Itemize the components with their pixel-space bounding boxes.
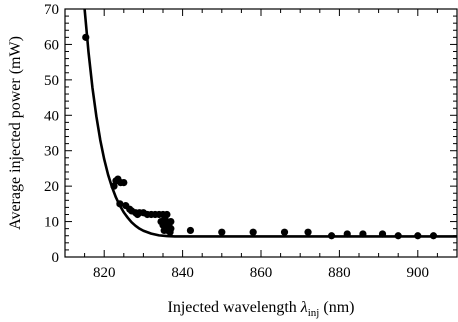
x-tick-label: 860 — [250, 265, 273, 281]
x-axis-title-symbol: λ — [300, 299, 308, 316]
x-axis-title: Injected wavelength λinj (nm) — [168, 299, 355, 319]
y-tick-label: 40 — [44, 108, 59, 124]
data-point — [120, 179, 128, 187]
x-axis-title-main: Injected wavelength — [168, 299, 301, 316]
data-point — [414, 232, 422, 240]
data-point — [167, 217, 175, 226]
tick-labels: 820 840 860 880 900 0 10 20 30 40 50 60 70 — [44, 2, 429, 281]
y-tick-label: 70 — [44, 2, 59, 18]
y-tick-label: 10 — [44, 215, 59, 231]
data-point — [186, 226, 195, 235]
fit-curve-layer — [83, 8, 457, 238]
y-tick-label: 30 — [44, 144, 59, 160]
data-point — [359, 230, 367, 238]
plot-frame — [64, 8, 458, 258]
y-tick-label: 50 — [44, 73, 59, 89]
data-point — [327, 232, 336, 240]
data-point — [163, 210, 171, 219]
data-point — [280, 228, 289, 236]
y-axis-title: Average injected power (mW) — [7, 36, 24, 230]
fit-curve — [83, 8, 457, 238]
x-tick-label: 900 — [407, 265, 430, 281]
axis-ticks — [64, 8, 458, 258]
data-point — [394, 232, 402, 240]
data-point — [343, 230, 351, 238]
x-axis-title-subscript: inj — [308, 307, 320, 319]
y-tick-label: 0 — [52, 250, 60, 266]
data-point — [82, 33, 90, 41]
data-point — [378, 230, 387, 238]
data-point — [116, 200, 124, 208]
x-tick-label: 880 — [328, 265, 351, 281]
x-tick-label: 820 — [93, 265, 116, 281]
data-point — [167, 225, 175, 233]
x-axis-title-unit: (nm) — [319, 299, 354, 316]
x-tick-label: 840 — [171, 265, 194, 281]
y-tick-label: 20 — [44, 179, 59, 195]
y-tick-label: 60 — [44, 37, 59, 53]
data-point — [218, 228, 226, 236]
data-point — [429, 232, 438, 240]
data-point — [249, 228, 257, 236]
data-points-layer — [82, 33, 438, 240]
data-point — [304, 228, 312, 236]
